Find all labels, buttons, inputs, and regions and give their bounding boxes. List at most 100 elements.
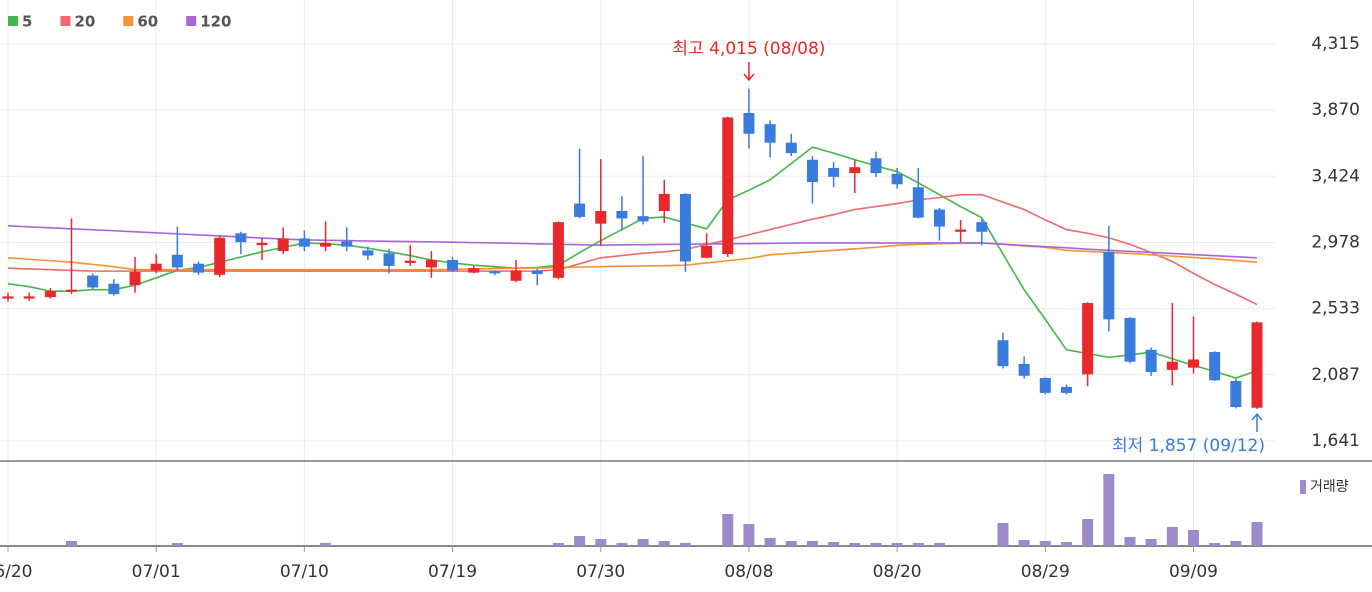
volume-bar [997,523,1009,546]
volume-bar [320,543,332,546]
candle-body [383,253,395,266]
volume-bar [171,543,183,546]
candle-body [362,250,374,256]
candle-body [108,283,120,295]
volume-bar [722,514,734,546]
legend-label: 20 [74,13,95,31]
candle-body [87,275,99,288]
candle-body [806,159,818,183]
candle-body [743,113,755,134]
volume-bar [891,543,903,546]
ma-line [7,146,1258,379]
candle-body [891,173,903,185]
volume-bar [1209,543,1221,546]
candle-body [298,238,310,247]
candle-body [447,259,459,271]
x-tick-label: 07/01 [132,562,181,582]
candle-body [1103,251,1115,320]
candle-body [341,241,353,247]
candle-body [510,270,522,281]
candle-body [997,340,1009,367]
candle-body [23,296,35,299]
candle-body [785,142,797,154]
y-tick-label: 3,424 [1311,166,1360,186]
candle-body [701,245,713,258]
candle-body [1060,386,1072,393]
volume-bar [743,524,755,546]
x-tick-label: 09/09 [1169,562,1218,582]
candle-body [171,254,183,268]
candle-body [1145,349,1157,373]
candle-body [1209,352,1221,381]
candle-body [1082,303,1094,375]
candle-body [1166,361,1178,370]
volume-bar [785,541,797,546]
x-tick-label: 08/29 [1021,562,1070,582]
candle-body [616,210,628,219]
volume-bar [66,541,78,546]
volume-bar [616,543,628,546]
legend-label: 5 [22,13,32,31]
volume-bar [1082,519,1094,546]
y-tick-label: 2,087 [1311,365,1360,385]
candle-body [828,167,840,177]
legend-swatch [186,16,197,26]
legend-label: 60 [137,13,158,31]
volume-bar [1124,537,1136,546]
candle-body [531,270,543,275]
candle-body [976,222,988,232]
volume-bar [764,538,776,546]
candle-body [2,296,14,299]
x-tick-label: 08/08 [724,562,773,582]
candle-body [468,268,480,273]
x-tick-label: 07/30 [576,562,625,582]
candle-body [214,237,226,275]
volume-bar [1166,527,1178,546]
candle-body [150,263,162,271]
candle-body [66,289,78,292]
candle-body [1039,378,1051,393]
volume-bar [828,542,840,546]
ma-line [7,193,1258,306]
volume-bar [1039,541,1051,546]
candle-body [679,193,691,262]
legend-swatch [1300,480,1306,494]
legend-label: 120 [200,13,231,31]
x-tick-label: 08/20 [873,562,922,582]
candle-body [933,209,945,227]
x-tick-label: 06/20 [0,562,33,582]
candle-body [193,263,205,273]
candle-body [722,117,734,255]
legend-swatch [8,16,18,26]
volume-bar [595,539,607,546]
candle-body [955,229,967,232]
volume-bar [933,543,945,546]
x-tick-label: 07/19 [428,562,477,582]
candle-body [277,238,289,252]
ma-line [7,225,1258,259]
annotation: 최고 4,015 (08/08) [672,39,825,59]
volume-bar [1251,522,1263,546]
candle-body [425,259,437,268]
candle-body [235,233,247,243]
y-tick-label: 1,641 [1311,431,1360,451]
volume-bar [806,541,818,546]
volume-bar [637,539,649,546]
candle-body [44,291,56,298]
candle-body [1018,363,1030,376]
candle-body [870,158,882,174]
candle-body [1124,317,1136,362]
volume-bar [679,543,691,546]
candle-body [552,222,564,278]
candle-body [658,193,670,211]
volume-bar [658,541,670,546]
candle-body [1251,322,1263,408]
volume-bar [912,543,924,546]
candle-body [256,242,268,246]
candle-body [912,187,924,218]
candle-body [574,203,586,217]
candle-body [489,271,501,274]
y-tick-label: 3,870 [1311,100,1360,120]
volume-bar [1060,542,1072,546]
